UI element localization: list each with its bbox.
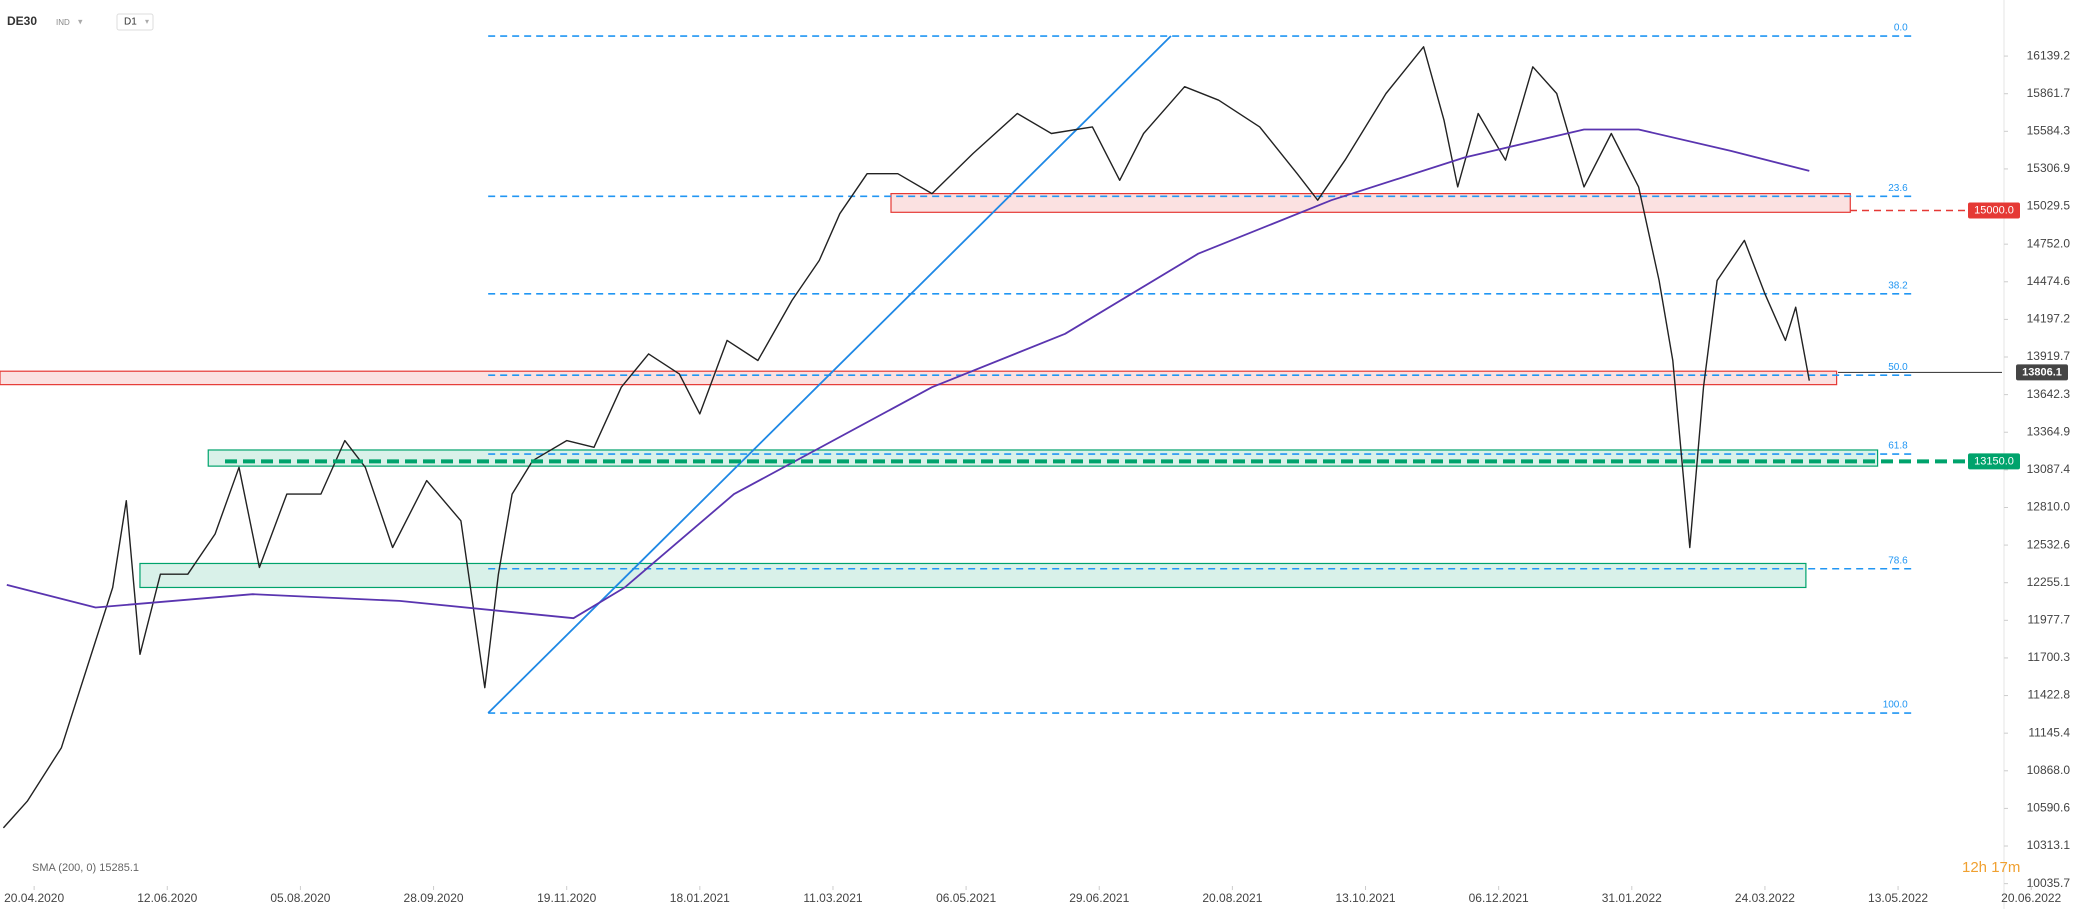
y-tick-label: 11700.3 (2028, 650, 2071, 664)
y-tick-label: 15306.9 (2027, 161, 2071, 175)
x-tick-label: 12.06.2020 (137, 891, 197, 905)
y-tick-label: 13364.9 (2027, 424, 2071, 438)
interval-arrow: ▾ (145, 17, 149, 26)
x-tick-label: 28.09.2020 (404, 891, 464, 905)
x-tick-label: 24.03.2022 (1735, 891, 1795, 905)
y-tick-label: 11977.7 (2028, 612, 2071, 626)
fib-label: 61.8 (1888, 441, 1908, 452)
zone (0, 370, 1838, 386)
price-level-badge (1968, 453, 2020, 470)
y-tick-label: 13642.3 (2027, 387, 2071, 401)
y-tick-label: 15584.3 (2027, 123, 2071, 137)
price-line (2, 46, 1810, 829)
symbol[interactable]: DE30 (7, 14, 37, 28)
y-tick-label: 14474.6 (2027, 274, 2071, 288)
indicator-label: SMA (200, 0) 15285.1 (32, 862, 139, 874)
x-tick-label: 20.08.2021 (1202, 891, 1262, 905)
zone (207, 449, 1879, 467)
x-tick-label: 05.08.2020 (270, 891, 330, 905)
x-tick-label: 13.05.2022 (1868, 891, 1928, 905)
y-tick-label: 10590.6 (2027, 801, 2071, 815)
fib-label: 50.0 (1888, 362, 1908, 373)
zone (139, 562, 1807, 589)
y-tick-label: 10035.7 (2027, 876, 2071, 890)
y-tick-label: 10313.1 (2027, 838, 2071, 852)
y-tick-label: 14752.0 (2027, 236, 2071, 250)
price-level-label: 15000.0 (1974, 204, 2014, 216)
y-tick-label: 10868.0 (2027, 763, 2071, 777)
y-tick-label: 12255.1 (2027, 575, 2071, 589)
y-tick-label: 15029.5 (2027, 199, 2071, 213)
timer: 12h 17m (1962, 859, 2020, 876)
y-tick-label: 16139.2 (2027, 48, 2071, 62)
price-level-badge (2016, 364, 2068, 381)
y-tick-label: 14197.2 (2027, 312, 2071, 326)
x-tick-label: 31.01.2022 (1602, 891, 1662, 905)
y-tick-label: 13919.7 (2027, 349, 2071, 363)
x-tick-label: 29.06.2021 (1069, 891, 1129, 905)
sma-line (6, 128, 1810, 620)
price-level-label: 13150.0 (1974, 455, 2014, 467)
x-tick-label: 18.01.2021 (670, 891, 730, 905)
zone (890, 192, 1851, 213)
y-tick-label: 13087.4 (2027, 462, 2071, 476)
fib-label: 0.0 (1894, 23, 1908, 34)
y-tick-label: 12810.0 (2027, 500, 2071, 514)
fib-label: 78.6 (1888, 555, 1908, 566)
x-tick-label: 11.03.2021 (803, 891, 862, 905)
price-level-label: 13806.1 (2022, 366, 2062, 378)
fib-label: 23.6 (1888, 183, 1908, 194)
x-tick-label: 06.05.2021 (936, 891, 996, 905)
fib-label: 100.0 (1883, 700, 1908, 711)
y-tick-label: 11422.8 (2028, 688, 2071, 702)
x-tick-label: 19.11.2020 (537, 891, 596, 905)
x-tick-label: 06.12.2021 (1469, 891, 1529, 905)
y-tick-label: 11145.4 (2028, 725, 2070, 739)
interval[interactable]: D1 (124, 17, 137, 28)
market: IND (56, 18, 70, 27)
x-tick-label: 20.04.2020 (4, 891, 64, 905)
x-tick-label: 13.10.2021 (1335, 891, 1395, 905)
price-level-badge (1968, 202, 2020, 219)
fib-label: 38.2 (1888, 280, 1908, 291)
interval-box[interactable] (116, 13, 154, 31)
y-tick-label: 15861.7 (2027, 86, 2071, 100)
dropdown-arrow[interactable]: ▾ (78, 16, 83, 26)
y-tick-label: 12532.6 (2027, 537, 2071, 551)
x-tick-label: 20.06.2022 (2001, 891, 2061, 905)
